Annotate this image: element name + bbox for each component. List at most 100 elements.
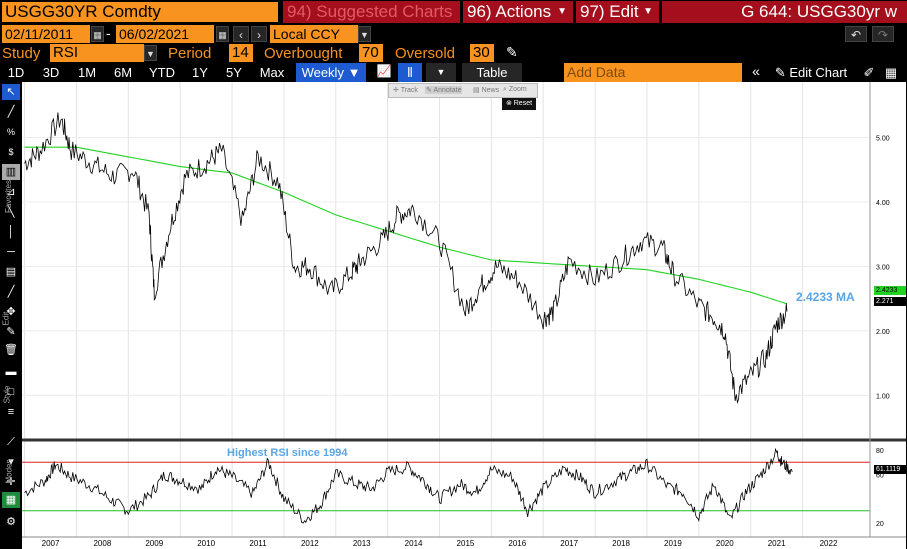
range-tab-1m[interactable]: 1M: [77, 65, 97, 80]
gear-icon[interactable]: ⚙: [6, 516, 16, 528]
redo-icon[interactable]: ↷: [872, 26, 894, 42]
reset-button[interactable]: ⊗ Reset: [502, 98, 536, 110]
calendar-icon[interactable]: ▦: [91, 26, 104, 42]
suggested-charts-button[interactable]: 94) Suggested Charts: [283, 1, 460, 23]
x-tick-label: 2021: [768, 539, 786, 548]
fib-icon[interactable]: ▥: [2, 164, 20, 180]
horizontal-line-icon[interactable]: ─: [7, 246, 15, 258]
table-button[interactable]: Table: [462, 63, 522, 82]
overbought-field[interactable]: 70: [359, 44, 383, 62]
oversold-field[interactable]: 30: [470, 44, 494, 62]
polyline-icon[interactable]: ⊿: [6, 186, 16, 198]
caret-down-icon[interactable]: ▼: [358, 26, 371, 42]
start-date-field[interactable]: 02/11/2011: [2, 25, 90, 43]
range-tab-max[interactable]: Max: [259, 65, 285, 80]
cursor-icon[interactable]: ↖: [2, 84, 20, 100]
modes-icon[interactable]: ▾: [8, 456, 14, 468]
x-tick-label: 2007: [42, 539, 60, 548]
price-line: [24, 112, 788, 404]
chevron-right-icon[interactable]: ›: [251, 26, 267, 42]
rsi-y-tick-label: 20: [876, 521, 884, 528]
edit-side-label: Edit: [1, 311, 11, 326]
moving-average-line: [24, 146, 788, 305]
study-field[interactable]: RSI: [50, 44, 144, 62]
crosshair-icon[interactable]: ✛: [6, 476, 16, 488]
range-tab-6m[interactable]: 6M: [113, 65, 133, 80]
study-row: Study RSI ▼ Period 14 Overbought 70 Over…: [0, 44, 907, 63]
security-title: G 644: USGG30yr w: [662, 1, 907, 23]
caret-down-icon[interactable]: ▼: [426, 63, 456, 82]
date-separator: -: [106, 25, 111, 41]
rsi-lines: [24, 447, 793, 524]
actions-button[interactable]: 96) Actions ▼: [463, 1, 573, 23]
x-tick-label: 2009: [145, 539, 163, 548]
x-tick-label: 2015: [457, 539, 475, 548]
edit-chart-label: Edit Chart: [789, 65, 848, 80]
left-toolbar: ↖ ╱ % $ ▥ ⊿ ╲ │ ─ ▤ ╱ ✥ ✎ 🗑 ▬ □ ≡ ⟋ ▾ ✛ …: [0, 82, 22, 549]
square-icon[interactable]: □: [7, 386, 15, 398]
bar-chart-icon[interactable]: ⫴: [398, 63, 422, 82]
rsi-y-tick-label: 80: [876, 448, 884, 455]
add-data-input[interactable]: Add Data: [564, 63, 742, 82]
range-tab-5y[interactable]: 5Y: [226, 65, 242, 80]
ticker-field[interactable]: USGG30YR Comdty: [2, 2, 278, 22]
modes-side-label: Modes: [4, 459, 14, 484]
price-grid: [22, 82, 870, 537]
wrench-icon: ✎: [774, 65, 786, 80]
line-chart-icon[interactable]: 📈: [376, 64, 392, 78]
channel-icon[interactable]: ▤: [5, 266, 17, 278]
ray-icon[interactable]: ╱: [7, 286, 15, 298]
double-chevron-left-icon[interactable]: «: [752, 63, 760, 79]
vertical-line-icon[interactable]: │: [7, 226, 15, 238]
color-palette-icon[interactable]: ▦: [2, 492, 20, 508]
diagonal-icon[interactable]: ⟋: [7, 436, 15, 448]
price-y-tick-label: 2.00: [876, 329, 890, 336]
news-tool[interactable]: ▤ News: [473, 87, 500, 94]
x-tick-label: 2018: [612, 539, 630, 548]
caret-down-icon[interactable]: ▼: [144, 45, 157, 61]
draw-line-icon[interactable]: ╱: [7, 106, 15, 118]
zoom-tool[interactable]: ⌕ Zoom: [503, 86, 527, 93]
x-tick-label: 2022: [820, 539, 838, 548]
line-style-icon[interactable]: ≡: [7, 406, 15, 418]
pencil-icon[interactable]: ✎: [6, 326, 16, 338]
range-tab-3d[interactable]: 3D: [42, 65, 60, 80]
end-date-field[interactable]: 06/02/2021: [116, 25, 214, 43]
ma-annotation: 2.4233 MA: [796, 290, 855, 304]
text-icon[interactable]: ▬: [5, 366, 17, 378]
grid-icon[interactable]: ▦: [884, 65, 898, 80]
range-tab-1y[interactable]: 1Y: [192, 65, 208, 80]
price-y-tick-label: 3.00: [876, 264, 890, 271]
zoom-label: Zoom: [508, 86, 527, 93]
percent-icon[interactable]: %: [6, 127, 15, 137]
edit-menu-button[interactable]: 97) Edit ▼: [576, 1, 659, 23]
annotate-tool[interactable]: ✎ Annotate: [425, 86, 463, 94]
track-tool[interactable]: ✛ Track: [393, 87, 418, 94]
chart-area[interactable]: 2007 2008 2009 2010 2011 2012 2013 2014 2015 2016…: [22, 82, 906, 549]
caret-down-icon: ▼: [557, 6, 567, 17]
trash-icon[interactable]: 🗑: [4, 344, 18, 356]
undo-icon[interactable]: ↶: [845, 26, 867, 42]
price-y-tick-label: 1.00: [876, 393, 890, 400]
chevron-left-icon[interactable]: ‹: [233, 26, 249, 42]
calendar-icon[interactable]: ▦: [216, 26, 229, 42]
edit-icon[interactable]: ✐: [863, 65, 875, 80]
period-field[interactable]: 14: [229, 44, 253, 62]
frequency-dropdown[interactable]: Weekly ▼: [296, 63, 366, 82]
x-tick-label: 2013: [353, 539, 371, 548]
caret-down-icon: ▼: [643, 6, 653, 17]
range-tab-ytd[interactable]: YTD: [149, 65, 175, 80]
dollar-icon[interactable]: $: [8, 147, 14, 157]
style-side-label: Style: [2, 385, 12, 404]
chart-tools-bar: ✛ Track ✎ Annotate ▤ News ⌕ Zoom: [388, 83, 538, 98]
rsi-grid: [22, 461, 870, 512]
move-icon[interactable]: ✥: [6, 306, 16, 318]
currency-field[interactable]: Local CCY: [270, 25, 358, 43]
price-last-value-tag: 2.271: [874, 297, 906, 306]
edit-chart-button[interactable]: ✎ Edit Chart: [768, 63, 854, 82]
pencil-icon[interactable]: ✎: [506, 44, 518, 60]
trend-icon[interactable]: ╲: [7, 206, 15, 218]
price-lines: [24, 112, 788, 404]
axis-labels: 2007 2008 2009 2010 2011 2012 2013 2014 2015 2016…: [22, 82, 906, 548]
range-tab-1d[interactable]: 1D: [7, 65, 25, 80]
